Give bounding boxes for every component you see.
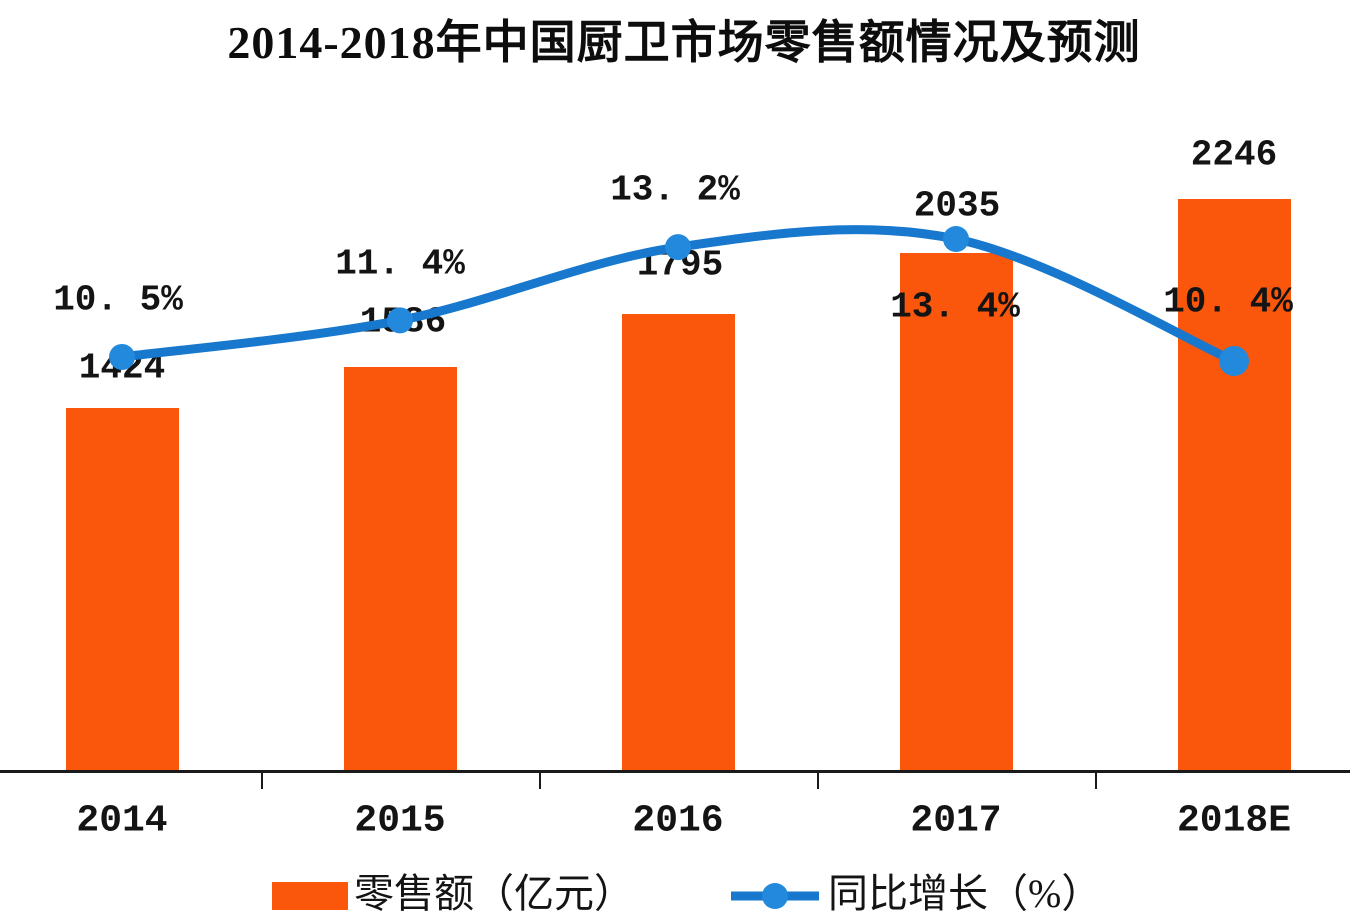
growth-value-label-2014: 10. 5% (53, 279, 183, 321)
bar-value-label-2017: 2035 (913, 185, 1001, 227)
legend-growth-label: 同比增长（%） (828, 871, 1102, 916)
x-axis-tick (1095, 773, 1097, 789)
bar-2015 (343, 367, 457, 771)
chart-title: 2014-2018年中国厨卫市场零售额情况及预测 (227, 17, 1141, 68)
bar-value-label-2016: 1795 (636, 244, 724, 286)
growth-value-label-2015: 11. 4% (335, 243, 465, 285)
x-axis-label-2018E: 2018E (1176, 799, 1292, 843)
bar-value-label-2015: 1586 (359, 301, 447, 343)
bar-2017 (899, 252, 1013, 771)
bar-value-label-2018E: 2246 (1190, 134, 1278, 176)
growth-value-label-2018E: 10. 4% (1163, 281, 1293, 323)
x-axis-line (0, 770, 1350, 773)
x-axis-tick (539, 773, 541, 789)
x-axis-label-2014: 2014 (76, 799, 168, 843)
x-axis-tick (261, 773, 263, 789)
legend-retail-label: 零售额（亿元） (354, 871, 634, 916)
x-axis-label-2016: 2016 (632, 799, 724, 843)
bar-2014 (65, 408, 179, 771)
growth-value-label-2016: 13. 2% (610, 169, 740, 211)
legend-growth-swatch (731, 883, 819, 909)
x-axis-tick (817, 773, 819, 789)
x-axis-label-2015: 2015 (354, 799, 446, 843)
bar-2016 (621, 313, 735, 771)
bar-value-label-2014: 1424 (78, 347, 166, 389)
legend-retail-swatch (272, 882, 348, 910)
growth-value-label-2017: 13. 4% (890, 286, 1020, 328)
x-axis-label-2017: 2017 (910, 799, 1002, 843)
